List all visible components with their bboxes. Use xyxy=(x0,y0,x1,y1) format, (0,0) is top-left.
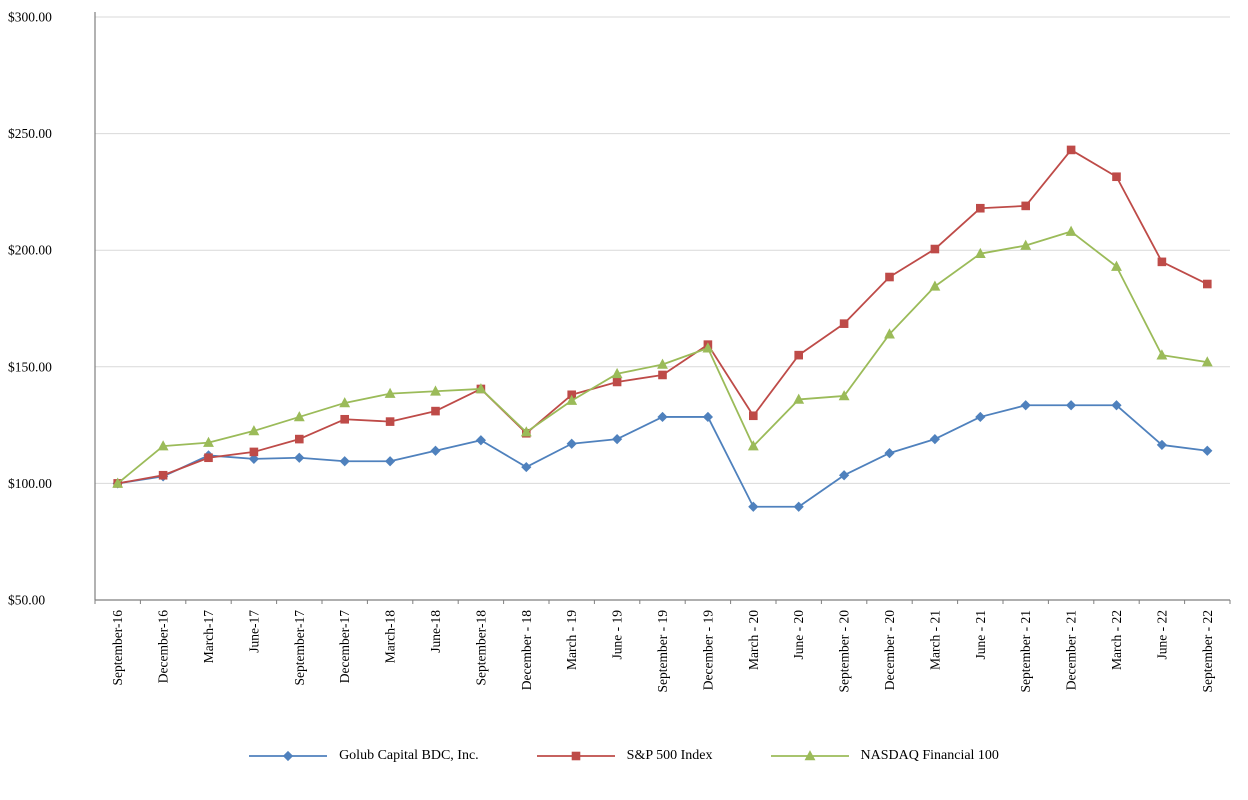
x-axis-labels: September-16 December-16 March-17 June-17 Se… xyxy=(110,610,1215,693)
x-tick-label: March - 19 xyxy=(564,610,579,670)
x-tick-label: June-17 xyxy=(246,610,261,653)
x-tick-label: September - 19 xyxy=(655,610,670,693)
x-tick-label: September-18 xyxy=(473,610,488,686)
legend-line-triangle-icon xyxy=(770,750,849,761)
y-tick-label: $50.00 xyxy=(8,593,45,608)
x-tick-label: September - 20 xyxy=(837,610,852,693)
legend-item-nasdaq-financial-100: NASDAQ Financial 100 xyxy=(770,748,999,764)
y-axis-labels: $50.00 $100.00 $150.00 $200.00 $250.00 $300.0… xyxy=(8,10,52,608)
x-tick-label: December - 20 xyxy=(882,610,897,690)
chart-legend: Golub Capital BDC, Inc. S&P 500 Index NA… xyxy=(0,748,1248,764)
x-tick-label: September - 22 xyxy=(1200,610,1215,692)
y-tick-label: $200.00 xyxy=(8,243,52,258)
y-tick-label: $300.00 xyxy=(8,10,52,25)
x-tick-label: March-17 xyxy=(201,610,216,663)
x-tick-label: June - 22 xyxy=(1154,610,1169,660)
x-tick-label: December - 18 xyxy=(519,610,534,690)
x-tick-label: March-18 xyxy=(383,610,398,663)
x-tick-label: December-17 xyxy=(337,610,352,683)
x-tick-label: March - 22 xyxy=(1109,610,1124,670)
x-tick-label: September-17 xyxy=(292,610,307,686)
series-golub-capital-bdc-inc xyxy=(112,400,1213,512)
legend-item-sp500: S&P 500 Index xyxy=(536,748,713,764)
x-tick-label: September-16 xyxy=(110,610,125,686)
y-tick-label: $250.00 xyxy=(8,126,52,141)
x-tick-label: December - 19 xyxy=(700,610,715,690)
legend-label-sp500: S&P 500 Index xyxy=(626,748,713,763)
legend-line-diamond-icon xyxy=(249,750,328,762)
gridlines xyxy=(95,16,1230,484)
axes xyxy=(94,12,1231,604)
y-tick-label: $150.00 xyxy=(8,359,52,374)
x-tick-label: June - 19 xyxy=(610,610,625,660)
x-tick-label: December - 21 xyxy=(1064,610,1079,690)
y-tick-label: $100.00 xyxy=(8,476,52,491)
x-tick-label: June-18 xyxy=(428,610,443,653)
legend-label-nasdaq-financial-100: NASDAQ Financial 100 xyxy=(860,748,999,763)
x-tick-label: March - 21 xyxy=(927,610,942,670)
legend-item-golub-capital-bdc: Golub Capital BDC, Inc. xyxy=(249,748,479,764)
series-nasdaq-financial-100 xyxy=(112,225,1213,488)
x-tick-label: June - 20 xyxy=(791,610,806,660)
chart-svg: $50.00 $100.00 $150.00 $200.00 $250.00 $300.0… xyxy=(8,10,1231,693)
series-s-p-500-index xyxy=(113,145,1212,488)
x-tick-label: March - 20 xyxy=(746,610,761,670)
legend-line-square-icon xyxy=(536,751,615,761)
x-tick-label: September - 21 xyxy=(1018,610,1033,692)
x-tick-label: December-16 xyxy=(156,610,171,683)
legend-label-golub-capital-bdc: Golub Capital BDC, Inc. xyxy=(339,748,479,763)
x-tick-label: June - 21 xyxy=(973,610,988,660)
